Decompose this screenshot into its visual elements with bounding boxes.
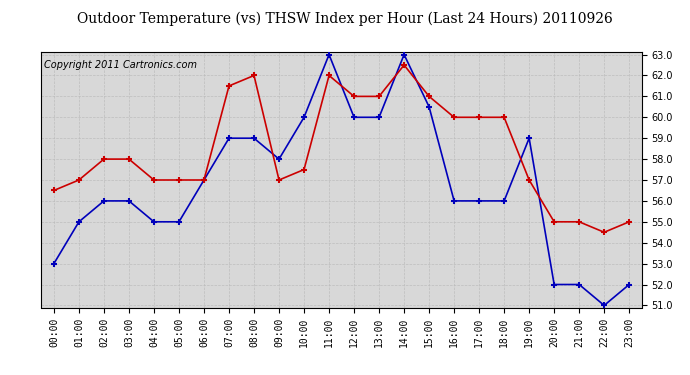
Text: Copyright 2011 Cartronics.com: Copyright 2011 Cartronics.com	[44, 60, 197, 70]
Text: Outdoor Temperature (vs) THSW Index per Hour (Last 24 Hours) 20110926: Outdoor Temperature (vs) THSW Index per …	[77, 11, 613, 26]
